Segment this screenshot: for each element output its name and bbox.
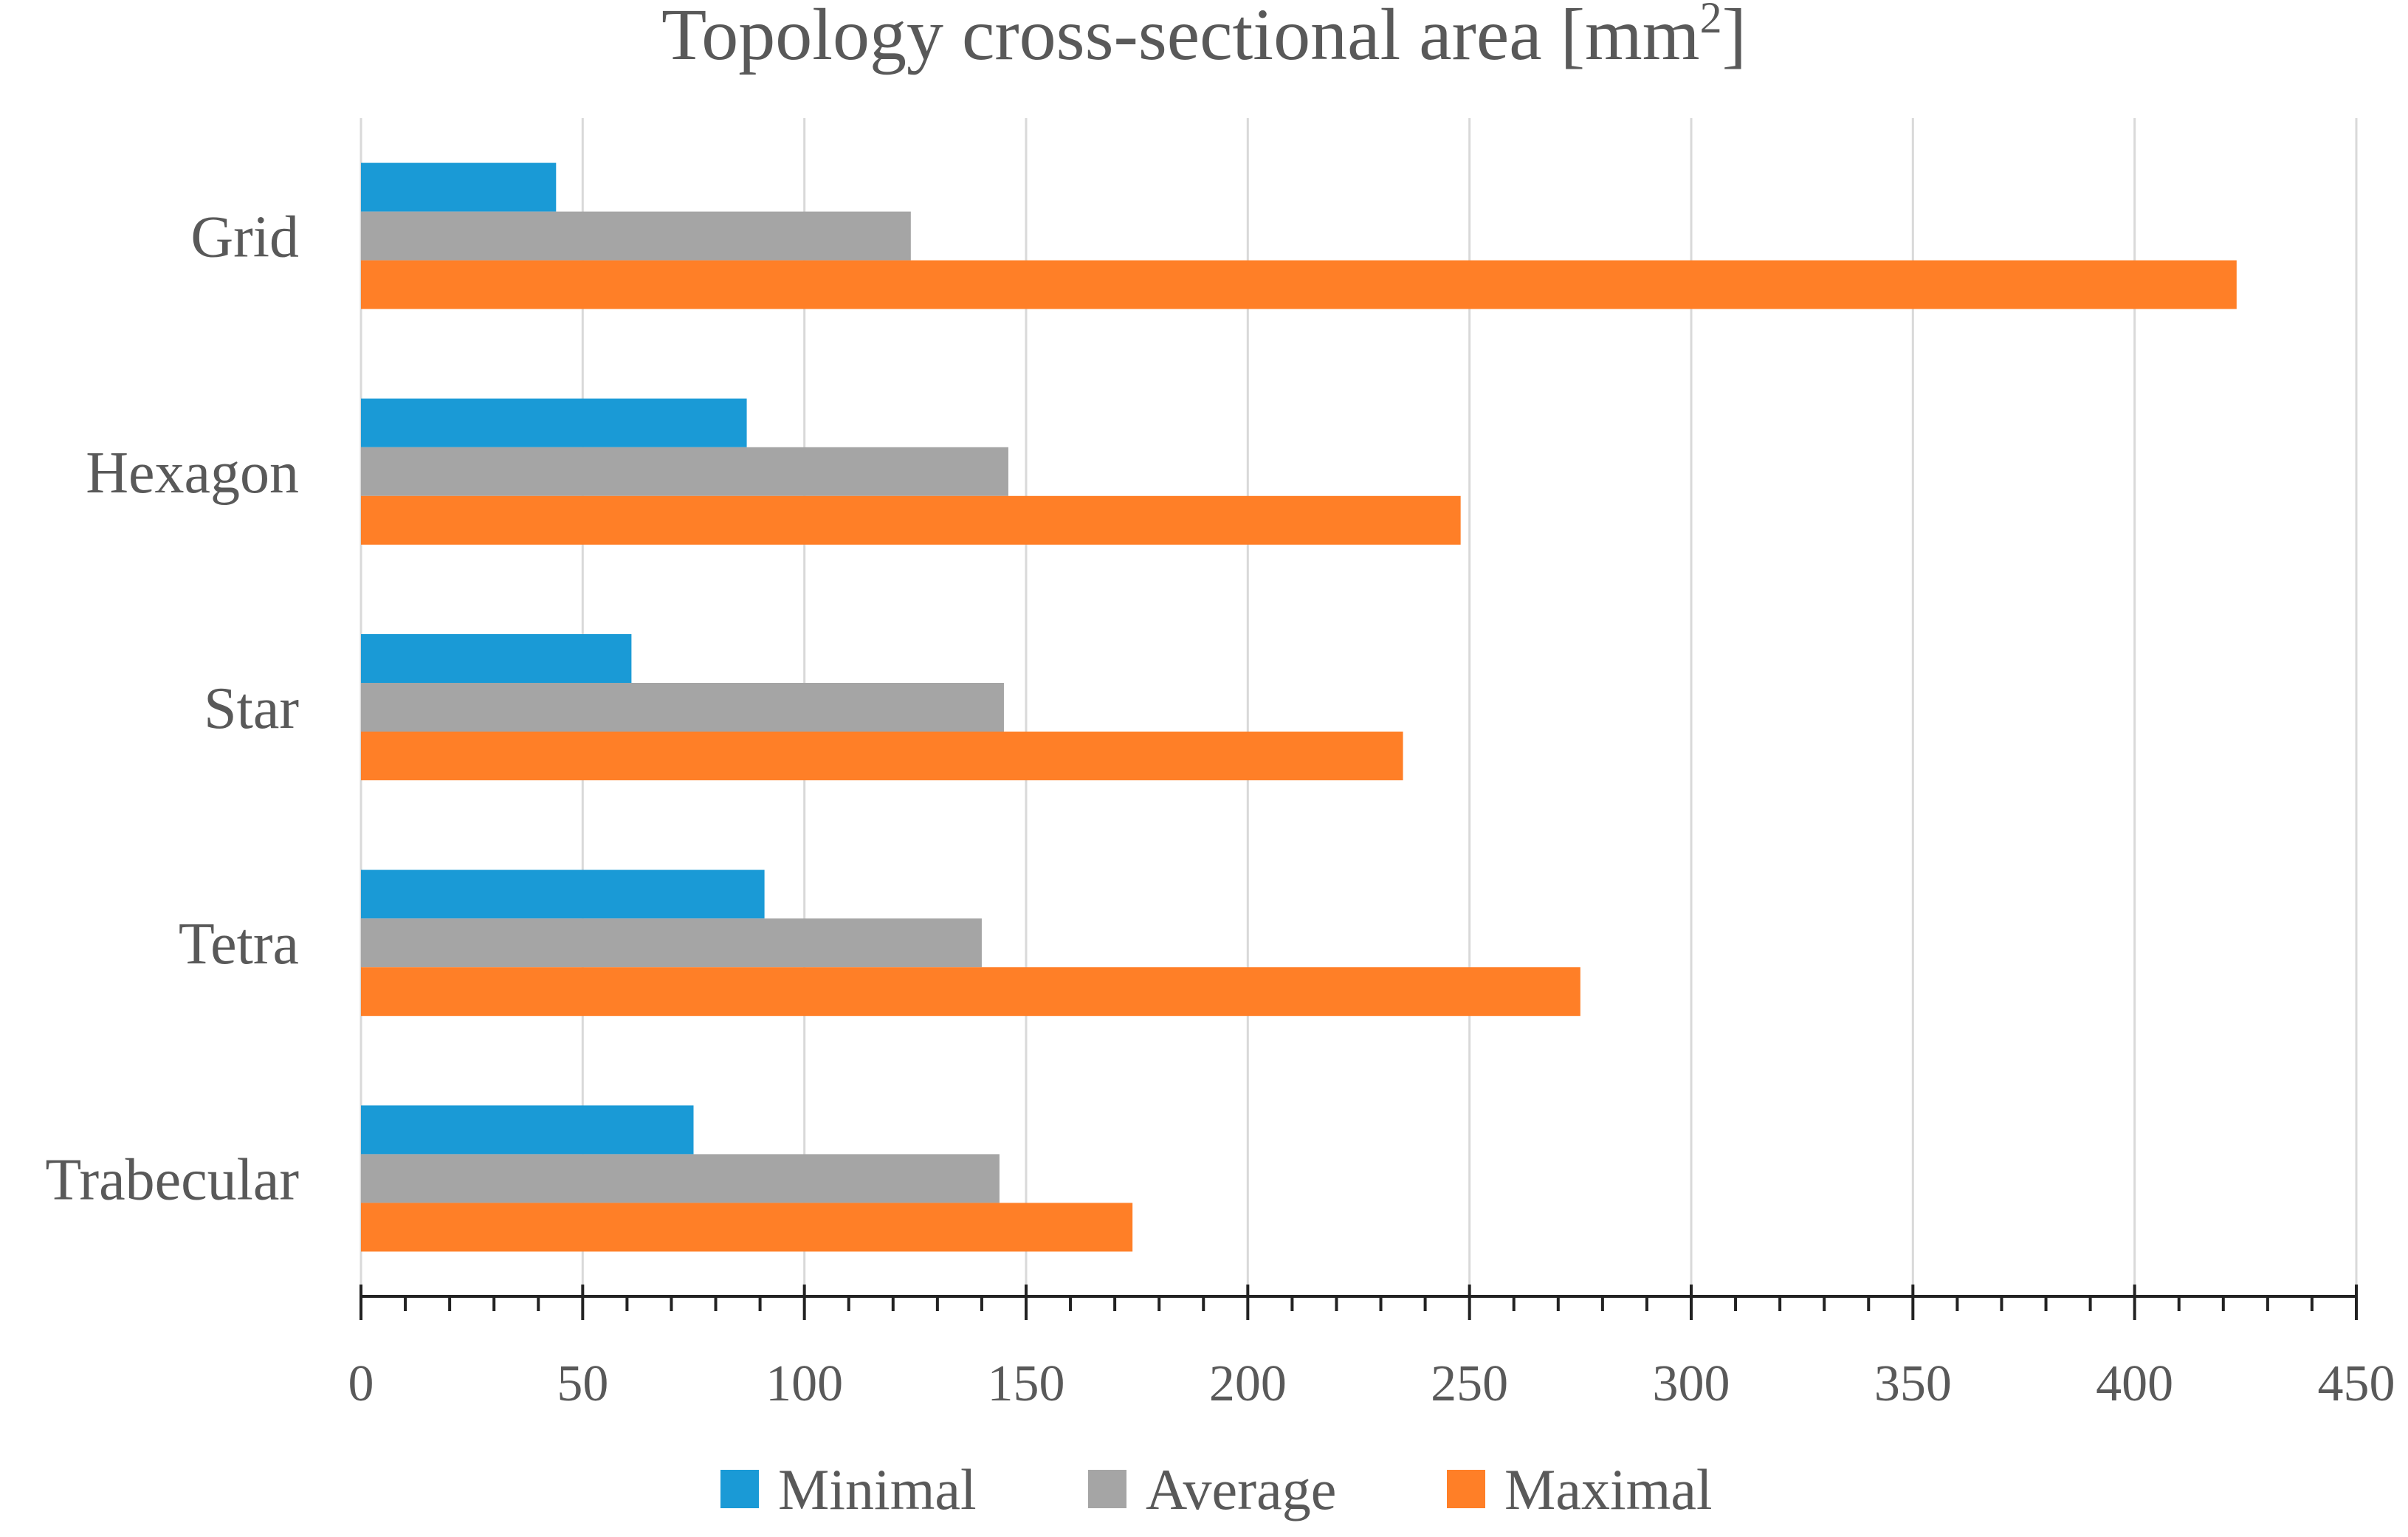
bar-star-average [361,683,1004,732]
x-tick-label-150: 150 [988,1355,1065,1412]
bar-trabecular-maximal [361,1203,1133,1252]
bar-grid-minimal [361,162,557,212]
x-axis: 0 50 100 150 200 250 300 350 400 450 [348,1285,2395,1412]
bar-star-minimal [361,634,632,683]
legend: Minimal Average Maximal [720,1457,1713,1521]
gridlines [360,118,2358,1296]
x-tick-label-200: 200 [1209,1355,1287,1412]
x-tick-label-300: 300 [1653,1355,1730,1412]
x-tick-label-50: 50 [557,1355,608,1412]
bar-star-maximal [361,732,1403,780]
chart-title: Topology cross-sectional area [mm2] [661,0,1747,75]
legend-swatch-minimal [720,1470,759,1508]
legend-swatch-maximal [1447,1470,1485,1508]
category-label-tetra: Tetra [179,912,299,977]
bar-hexagon-minimal [361,398,747,447]
x-tick-label-400: 400 [2096,1355,2173,1412]
chart-title-superscript: 2 [1700,0,1722,42]
x-tick-label-100: 100 [766,1355,843,1412]
chart-title-main: Topology cross-sectional area [mm [661,0,1699,75]
legend-label-maximal: Maximal [1504,1457,1713,1521]
chart-title-close: ] [1722,0,1747,75]
x-tick-label-0: 0 [348,1355,374,1412]
category-label-grid: Grid [190,205,299,270]
x-tick-label-350: 350 [1874,1355,1952,1412]
legend-swatch-average [1088,1470,1126,1508]
bar-tetra-average [361,918,982,968]
category-label-trabecular: Trabecular [45,1147,299,1212]
legend-label-average: Average [1146,1457,1336,1521]
bar-tetra-maximal [361,967,1580,1017]
category-labels: Grid Hexagon Star Tetra Trabecular [45,205,299,1213]
bar-trabecular-average [361,1154,1000,1203]
bar-trabecular-minimal [361,1105,694,1155]
bar-hexagon-maximal [361,495,1461,545]
bar-tetra-minimal [361,870,765,919]
bars [361,162,2237,1252]
bar-hexagon-average [361,447,1008,496]
category-label-star: Star [204,676,299,741]
x-tick-label-450: 450 [2318,1355,2395,1412]
x-tick-label-250: 250 [1431,1355,1508,1412]
bar-grid-maximal [361,260,2237,309]
category-label-hexagon: Hexagon [86,441,299,506]
bar-grid-average [361,211,911,261]
legend-label-minimal: Minimal [778,1457,977,1521]
